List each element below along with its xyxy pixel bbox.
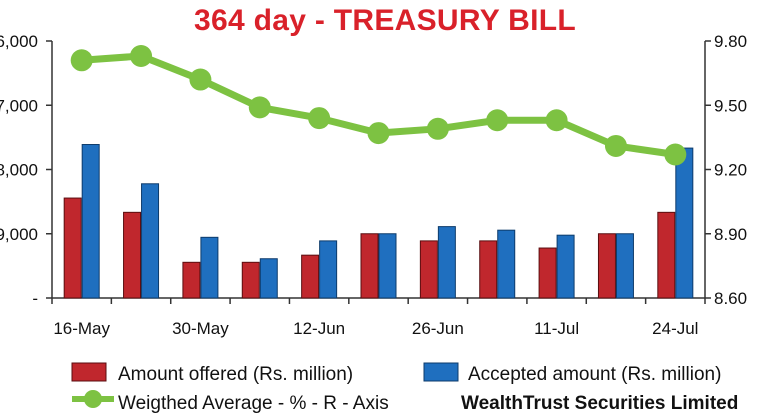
legend-swatch-weighted-average-marker bbox=[84, 390, 102, 408]
bar-accepted-amount bbox=[437, 226, 456, 299]
legend-swatch-accepted-amount bbox=[423, 362, 459, 382]
weighted-average-point bbox=[308, 107, 331, 130]
x-axis-tick-label: 11-Jul bbox=[534, 319, 579, 338]
x-axis-tick-label: 12-Jun bbox=[293, 319, 345, 338]
legend-label-amount-offered: Amount offered (Rs. million) bbox=[118, 364, 353, 385]
weighted-average-point bbox=[604, 134, 627, 157]
bar-amount-offered bbox=[123, 211, 142, 299]
right-axis-tick-label: 9.80 bbox=[714, 32, 747, 51]
bar-accepted-amount bbox=[675, 147, 694, 299]
right-axis-tick-label: 9.20 bbox=[714, 161, 747, 180]
right-axis-tick-label: 8.60 bbox=[714, 289, 747, 308]
bar-amount-offered bbox=[360, 233, 379, 299]
bar-amount-offered bbox=[301, 254, 320, 299]
left-axis-tick-label: 27,000 bbox=[0, 96, 38, 115]
legend: Amount offered (Rs. million) Accepted am… bbox=[71, 362, 738, 414]
left-axis-tick-label: 36,000 bbox=[0, 32, 38, 51]
left-axis-tick-label: 9,000 bbox=[0, 225, 38, 244]
bar-amount-offered bbox=[479, 240, 498, 299]
source-label: WealthTrust Securities Limited bbox=[461, 393, 738, 414]
bar-accepted-amount bbox=[497, 229, 516, 299]
weighted-average-point bbox=[486, 109, 509, 132]
bar-amount-offered bbox=[419, 240, 438, 299]
right-axis-tick-label: 8.90 bbox=[714, 225, 747, 244]
left-axis-tick-label: - bbox=[32, 289, 38, 308]
bar-accepted-amount bbox=[319, 240, 338, 299]
bar-accepted-amount bbox=[200, 236, 219, 299]
x-axis-tick-label: 24-Jul bbox=[652, 319, 698, 338]
chart-title: 364 day - TREASURY BILL bbox=[194, 4, 576, 37]
bar-amount-offered bbox=[597, 233, 616, 299]
ticks-group: - 9,000 18,000 27,000 36,000 8.60 8.90 9.20 9.50… bbox=[0, 32, 747, 338]
bar-accepted-amount bbox=[259, 258, 278, 299]
x-axis-tick-label: 16-May bbox=[53, 319, 110, 338]
bar-amount-offered bbox=[63, 197, 82, 299]
weighted-average-point bbox=[545, 109, 568, 132]
weighted-average-point bbox=[130, 44, 153, 67]
left-axis-tick-label: 18,000 bbox=[0, 161, 38, 180]
bars-group bbox=[63, 144, 694, 299]
bar-accepted-amount bbox=[81, 144, 100, 299]
legend-label-weighted-average: Weigthed Average - % - R - Axis bbox=[118, 393, 389, 414]
weighted-average-point bbox=[189, 68, 212, 91]
bar-amount-offered bbox=[241, 261, 260, 299]
legend-swatch-amount-offered bbox=[71, 362, 107, 382]
weighted-average-point bbox=[426, 117, 449, 140]
bar-accepted-amount bbox=[378, 233, 397, 299]
bar-amount-offered bbox=[657, 211, 676, 299]
bar-accepted-amount bbox=[615, 233, 634, 299]
bar-amount-offered bbox=[182, 261, 201, 299]
right-axis-tick-label: 9.50 bbox=[714, 96, 747, 115]
weighted-average-point bbox=[367, 122, 390, 145]
x-axis-tick-label: 26-Jun bbox=[412, 319, 464, 338]
legend-label-accepted-amount: Accepted amount (Rs. million) bbox=[468, 364, 721, 385]
line-group bbox=[70, 44, 687, 166]
x-axis-tick-label: 30-May bbox=[172, 319, 229, 338]
bar-accepted-amount bbox=[556, 234, 575, 299]
weighted-average-point bbox=[70, 49, 93, 72]
weighted-average-point bbox=[664, 143, 687, 166]
bar-amount-offered bbox=[538, 247, 557, 299]
bar-accepted-amount bbox=[141, 183, 160, 299]
weighted-average-point bbox=[248, 96, 271, 119]
